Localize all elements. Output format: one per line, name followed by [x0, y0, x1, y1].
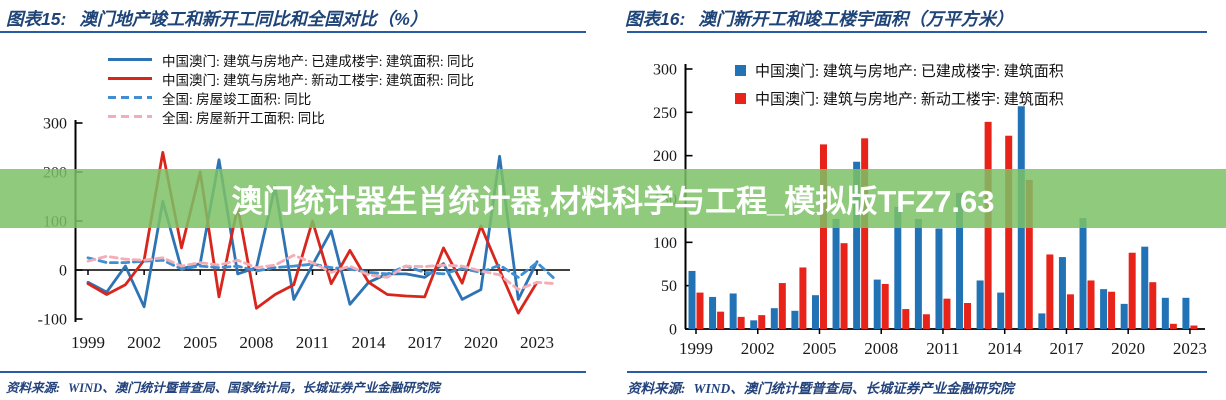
svg-text:2008: 2008: [239, 333, 273, 352]
right-source-divider: [627, 371, 1207, 373]
svg-text:2005: 2005: [802, 339, 836, 358]
svg-text:0: 0: [669, 322, 677, 339]
legend-item: 全国: 房屋新开工面积: 同比: [108, 107, 474, 126]
right-chart-panel: 图表16:澳门新开工和竣工楼宇面积（万平方米） 0501001502002503…: [613, 0, 1226, 400]
legend-item: 中国澳门: 建筑与房地产: 新动工楼宇: 建筑面积: [735, 84, 1064, 112]
svg-text:2014: 2014: [988, 339, 1023, 358]
svg-text:0: 0: [59, 263, 67, 280]
svg-text:2017: 2017: [1049, 339, 1084, 358]
left-title-divider: [0, 31, 586, 33]
svg-text:2020: 2020: [1111, 339, 1145, 358]
legend-label: 全国: 房屋新开工面积: 同比: [162, 110, 325, 126]
legend-item: 中国澳门: 建筑与房地产: 新动工楼宇: 建筑面积: 同比: [108, 69, 474, 88]
square-sample-icon: [735, 92, 746, 104]
source-label: 资料来源:: [627, 381, 686, 396]
square-sample-icon: [735, 64, 746, 76]
svg-text:300: 300: [653, 61, 677, 78]
svg-text:1999: 1999: [71, 333, 105, 352]
source-text: WIND、澳门统计暨普查局、长城证券产业金融研究院: [693, 381, 1014, 396]
legend-item: 中国澳门: 建筑与房地产: 已建成楼宇: 建筑面积: [735, 56, 1064, 84]
svg-text:250: 250: [653, 105, 677, 122]
svg-text:2002: 2002: [741, 339, 775, 358]
svg-text:2005: 2005: [183, 333, 217, 352]
right-chart-title: 图表16: 澳门新开工和竣工楼宇面积（万平方米）: [625, 6, 1013, 31]
watermark-banner: 澳门统计器生肖统计器,材料科学与工程_模拟版TFZ7.63: [0, 169, 1226, 228]
watermark-text: 澳门统计器生肖统计器,材料科学与工程_模拟版TFZ7.63: [231, 184, 995, 219]
line-sample-icon: [108, 58, 152, 61]
left-chart-title: 图表15: 澳门地产竣工和新开工同比和全国对比（%）: [6, 6, 427, 31]
legend-label: 中国澳门: 建筑与房地产: 已建成楼宇: 建筑面积: 同比: [162, 53, 475, 69]
left-chart-legend: 中国澳门: 建筑与房地产: 已建成楼宇: 建筑面积: 同比 中国澳门: 建筑与房…: [108, 50, 474, 126]
right-source-row: 资料来源: WIND、澳门统计暨普查局、长城证券产业金融研究院: [627, 377, 1014, 397]
source-text: WIND、澳门统计暨普查局、国家统计局，长城证券产业金融研究院: [68, 381, 440, 395]
right-chart-svg: 0501001502002503001999200220052008201120…: [653, 61, 1207, 358]
line-sample-icon: [108, 77, 152, 80]
svg-text:2014: 2014: [352, 333, 387, 352]
svg-text:50: 50: [661, 278, 677, 295]
svg-text:300: 300: [43, 116, 67, 133]
svg-text:2017: 2017: [408, 333, 443, 352]
svg-text:2023: 2023: [1173, 339, 1207, 358]
svg-text:-100: -100: [38, 312, 67, 329]
right-chart-legend: 中国澳门: 建筑与房地产: 已建成楼宇: 建筑面积 中国澳门: 建筑与房地产: …: [735, 56, 1064, 112]
legend-label: 中国澳门: 建筑与房地产: 已建成楼宇: 建筑面积: [755, 63, 1064, 80]
right-title-divider: [627, 31, 1207, 33]
line-sample-icon: [108, 115, 152, 118]
svg-text:2023: 2023: [520, 333, 554, 352]
left-chart-title-prefix: 图表15:: [6, 9, 67, 29]
left-source-divider: [0, 371, 586, 373]
svg-text:100: 100: [653, 235, 677, 252]
svg-text:2011: 2011: [926, 339, 959, 358]
legend-label: 中国澳门: 建筑与房地产: 新动工楼宇: 建筑面积: [755, 91, 1064, 108]
legend-item: 中国澳门: 建筑与房地产: 已建成楼宇: 建筑面积: 同比: [108, 50, 474, 69]
svg-text:200: 200: [653, 148, 677, 165]
legend-label: 中国澳门: 建筑与房地产: 新动工楼宇: 建筑面积: 同比: [162, 72, 475, 88]
line-sample-icon: [108, 96, 152, 99]
right-chart-title-prefix: 图表16:: [625, 9, 686, 29]
right-chart-title-text: 澳门新开工和竣工楼宇面积（万平方米）: [698, 9, 1014, 29]
source-label: 资料来源:: [6, 381, 61, 395]
legend-item: 全国: 房屋竣工面积: 同比: [108, 88, 474, 107]
left-source-row: 资料来源: WIND、澳门统计暨普查局、国家统计局，长城证券产业金融研究院: [6, 377, 440, 396]
svg-text:2020: 2020: [464, 333, 498, 352]
svg-text:1999: 1999: [679, 339, 713, 358]
left-chart-title-text: 澳门地产竣工和新开工同比和全国对比（%）: [79, 9, 428, 29]
svg-text:2002: 2002: [127, 333, 161, 352]
svg-text:2011: 2011: [296, 333, 329, 352]
legend-label: 全国: 房屋竣工面积: 同比: [162, 91, 312, 107]
svg-text:2008: 2008: [864, 339, 898, 358]
